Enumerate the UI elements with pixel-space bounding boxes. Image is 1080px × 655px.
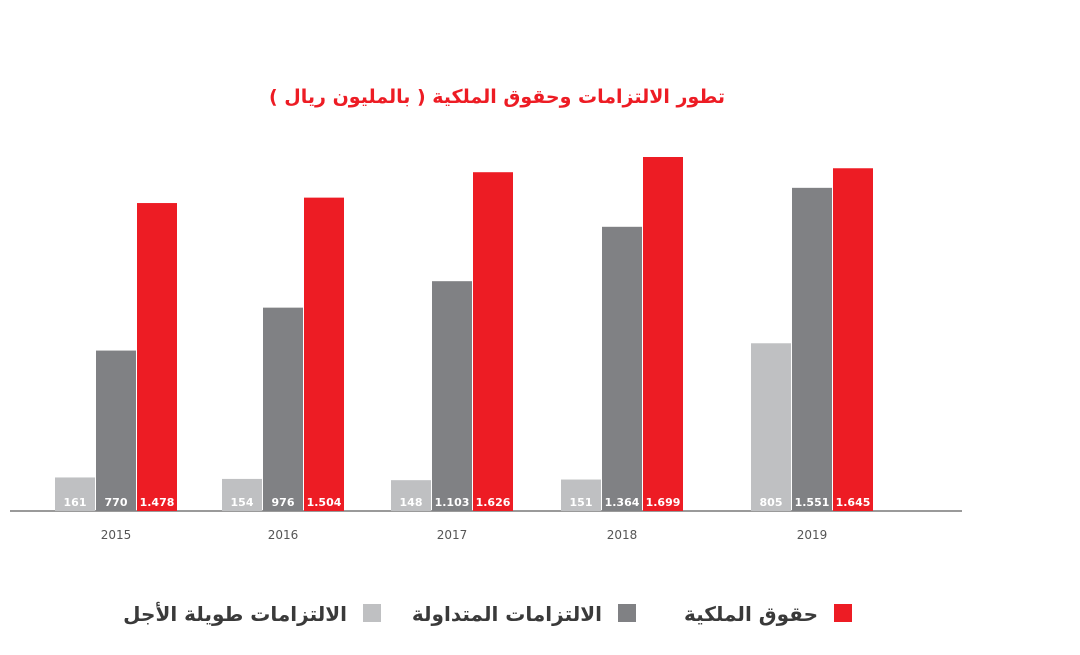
legend-item-3: حقوق الملكية	[684, 602, 852, 626]
bar-label-2016-series-3: 1.504	[307, 496, 342, 509]
bar-2019-series-2	[792, 187, 832, 511]
legend-swatch-2	[618, 604, 636, 622]
legend-label-3: حقوق الملكية	[684, 602, 818, 626]
x-tick-label-2016: 2016	[268, 528, 299, 542]
bar-label-2018-series-2: 1.364	[605, 496, 640, 509]
bar-label-2016-series-2: 976	[272, 496, 295, 509]
bar-label-2019-series-1: 805	[760, 496, 783, 509]
bar-2018-series-1	[561, 479, 601, 511]
x-tick-label-2015: 2015	[101, 528, 132, 542]
legend-label-1: الالتزامات طويلة الأجل	[123, 601, 347, 626]
bar-2016-series-1	[222, 478, 262, 511]
bar-2019-series-1	[751, 343, 791, 511]
bar-group-2017: 148 1.103 1.626	[391, 172, 513, 511]
bar-2016-series-2	[263, 307, 303, 511]
legend-label-2: الالتزامات المتداولة	[412, 602, 602, 626]
x-tick-label-2018: 2018	[607, 528, 638, 542]
bar-group-2015: 161 770 1.478	[55, 203, 177, 511]
legend-swatch-3	[834, 604, 852, 622]
bar-label-2017-series-1: 148	[400, 496, 423, 509]
legend-item-2: الالتزامات المتداولة	[412, 602, 636, 626]
x-tick-labels: 2015 2016 2017 2018 2019	[101, 528, 828, 542]
bar-label-2016-series-1: 154	[231, 496, 254, 509]
bar-2015-series-1	[55, 477, 95, 511]
legend-item-1: الالتزامات طويلة الأجل	[123, 601, 381, 626]
bar-label-2019-series-2: 1.551	[795, 496, 830, 509]
bar-2015-series-2	[96, 350, 136, 511]
bars-layer: 161 770 1.478 154 976 1.504 148 1.103 1.626 151 1.…	[55, 157, 873, 512]
bar-label-2018-series-3: 1.699	[646, 496, 681, 509]
chart-title: تطور الالتزامات وحقوق الملكية ( بالمليون…	[269, 86, 725, 108]
legend: حقوق الملكية الالتزامات المتداولة الالتزام…	[123, 601, 852, 626]
bar-label-2018-series-1: 151	[570, 496, 593, 509]
bar-2019-series-3	[833, 168, 873, 511]
bar-2017-series-2	[432, 281, 472, 511]
bar-label-2015-series-3: 1.478	[140, 496, 175, 509]
bar-2018-series-3	[643, 157, 683, 511]
bar-group-2016: 154 976 1.504	[222, 197, 344, 512]
bar-label-2017-series-2: 1.103	[435, 496, 470, 509]
legend-swatch-1	[363, 604, 381, 622]
bar-group-2019: 805 1.551 1.645	[751, 168, 873, 511]
bar-2018-series-2	[602, 226, 642, 512]
bar-group-2018: 151 1.364 1.699	[561, 157, 683, 512]
bar-label-2015-series-1: 161	[64, 496, 87, 509]
bar-label-2019-series-3: 1.645	[836, 496, 871, 509]
x-tick-label-2017: 2017	[437, 528, 468, 542]
bar-2015-series-3	[137, 203, 177, 511]
x-tick-label-2019: 2019	[797, 528, 828, 542]
bar-label-2017-series-3: 1.626	[476, 496, 511, 509]
bar-2017-series-1	[391, 480, 431, 511]
bar-2016-series-3	[304, 197, 344, 512]
bar-2017-series-3	[473, 172, 513, 511]
bar-label-2015-series-2: 770	[105, 496, 128, 509]
